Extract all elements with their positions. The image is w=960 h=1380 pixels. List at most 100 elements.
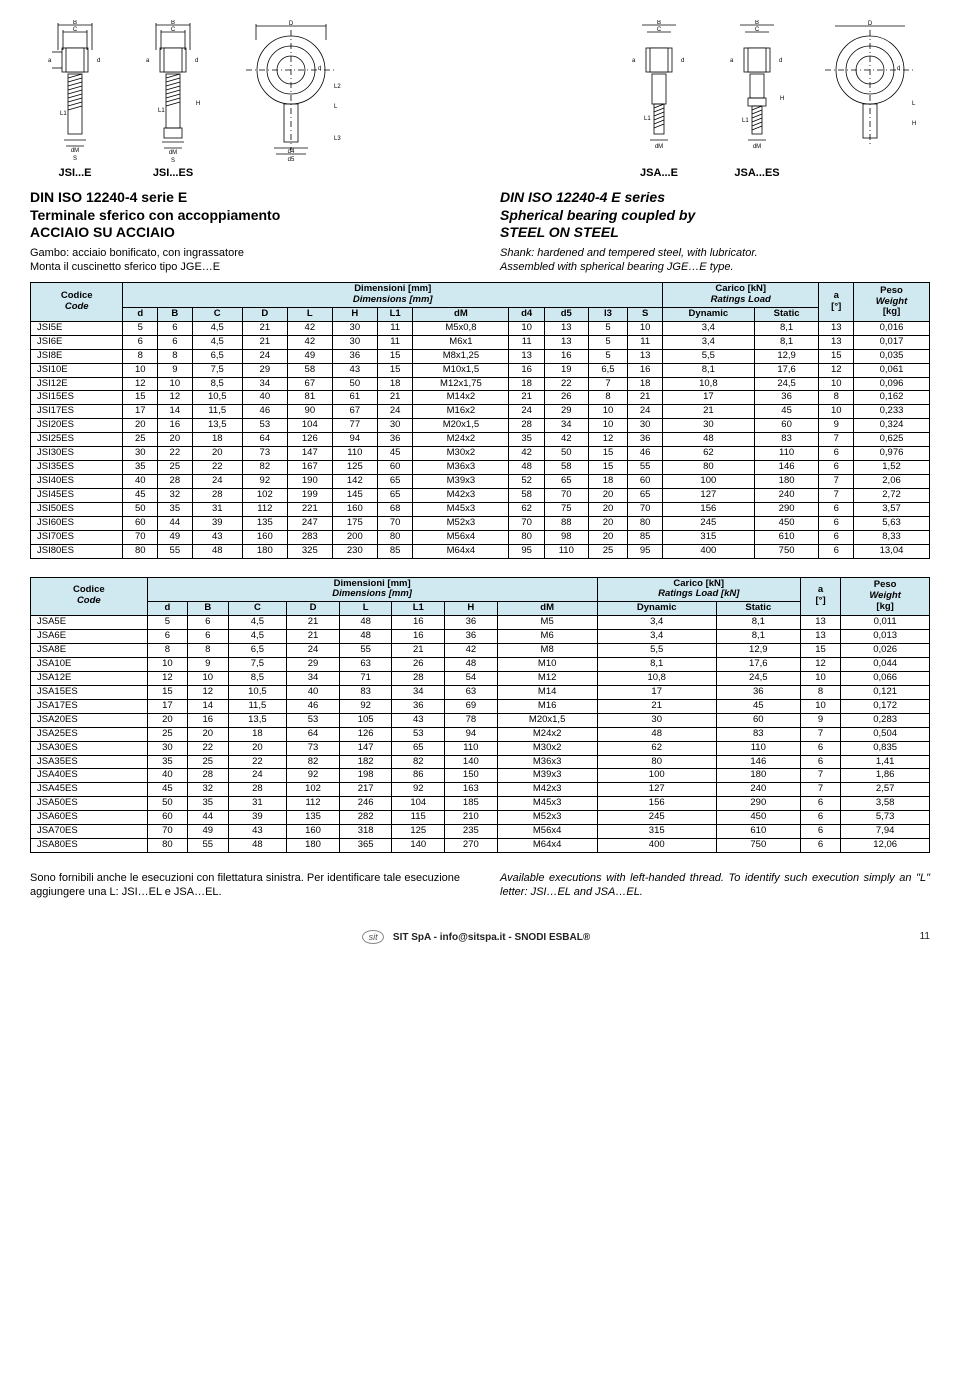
sub-en-2: Assembled with spherical bearing JGE…E t…	[500, 261, 734, 273]
th2-dim-en: Dimensions [mm]	[151, 589, 594, 600]
cell: 4,5	[192, 321, 242, 335]
cell: 110	[716, 741, 800, 755]
title-it: DIN ISO 12240-4 serie E Terminale sferic…	[30, 189, 460, 242]
cell: 42	[445, 644, 498, 658]
cell: 10	[158, 377, 193, 391]
cell: 83	[754, 433, 819, 447]
cell: 10,8	[662, 377, 754, 391]
cell: 34	[544, 419, 588, 433]
cell: 315	[597, 825, 716, 839]
cell: M36x3	[497, 755, 597, 769]
th2-static: Static	[716, 602, 800, 616]
cell: 8,1	[662, 363, 754, 377]
cell: 69	[445, 699, 498, 713]
cell: 36	[445, 616, 498, 630]
cell: JSA12E	[31, 671, 148, 685]
th2-dim-it: Dimensioni [mm]	[334, 578, 411, 589]
svg-text:D: D	[868, 21, 873, 27]
th2-c: C	[228, 602, 287, 616]
cell: 24,5	[754, 377, 819, 391]
cell: 163	[445, 783, 498, 797]
cell: 98	[544, 530, 588, 544]
cell: JSI6E	[31, 335, 123, 349]
cell: 160	[242, 530, 287, 544]
cell: 6	[188, 630, 228, 644]
svg-text:dM: dM	[71, 148, 79, 154]
cell: 82	[287, 755, 340, 769]
cell: 8	[147, 644, 187, 658]
cell: 92	[339, 699, 392, 713]
cell: 13	[819, 321, 854, 335]
cell: JSA40ES	[31, 769, 148, 783]
cell: 35	[188, 797, 228, 811]
cell: 100	[662, 475, 754, 489]
cell: M30x2	[413, 447, 509, 461]
th-a: a [°]	[819, 283, 854, 322]
cell: 0,011	[841, 616, 930, 630]
cell: 18	[509, 377, 545, 391]
cell: JSI25ES	[31, 433, 123, 447]
cell: 15	[800, 644, 840, 658]
cell: 21	[628, 391, 663, 405]
cell: 48	[339, 630, 392, 644]
cell: 30	[377, 419, 413, 433]
th-a-unit: [°]	[831, 301, 841, 312]
cell: JSI80ES	[31, 544, 123, 558]
cell: 750	[716, 839, 800, 853]
cell: 0,026	[841, 644, 930, 658]
cell: 21	[287, 630, 340, 644]
svg-jsa-e: B C a d L1 dM	[614, 20, 704, 165]
cell: 127	[662, 488, 754, 502]
th2-peso: Peso Weight [kg]	[841, 577, 930, 616]
cell: 6	[123, 335, 158, 349]
cell: JSI5E	[31, 321, 123, 335]
cell: 18	[377, 377, 413, 391]
svg-text:d: d	[97, 58, 100, 64]
svg-text:dM: dM	[169, 150, 177, 156]
cell: 25	[158, 461, 193, 475]
cell: JSA25ES	[31, 727, 148, 741]
cell: 62	[509, 502, 545, 516]
cell: 21	[377, 391, 413, 405]
cell: 80	[662, 461, 754, 475]
th-peso-unit: [kg]	[883, 306, 900, 317]
th-dim-it: Dimensioni [mm]	[354, 283, 431, 294]
svg-text:B: B	[73, 20, 77, 26]
cell: 10	[147, 658, 187, 672]
cell: 318	[339, 825, 392, 839]
cell: 283	[287, 530, 332, 544]
table-row: JSA8E886,524552142M85,512,9150,026	[31, 644, 930, 658]
cell: 63	[445, 685, 498, 699]
cell: 0,044	[841, 658, 930, 672]
th-l1: L1	[377, 307, 413, 321]
cell: 180	[716, 769, 800, 783]
cell: 450	[716, 811, 800, 825]
cell: 64	[287, 727, 340, 741]
sub-en: Shank: hardened and tempered steel, with…	[500, 246, 930, 275]
cell: M5x0,8	[413, 321, 509, 335]
cell: 6,5	[588, 363, 628, 377]
cell: 110	[332, 447, 377, 461]
cell: 81	[287, 391, 332, 405]
cell: 34	[287, 671, 340, 685]
th-code: Codice Code	[31, 283, 123, 322]
th-d5: d5	[544, 307, 588, 321]
th-code-it: Codice	[61, 290, 93, 301]
cell: 21	[662, 405, 754, 419]
cell: 235	[445, 825, 498, 839]
cell: JSA20ES	[31, 713, 148, 727]
page-foot-center: sit SIT SpA - info@sitspa.it - SNODI ESB…	[362, 930, 590, 944]
cell: 70	[147, 825, 187, 839]
cell: 65	[377, 475, 413, 489]
cell: 146	[754, 461, 819, 475]
cell: 6	[158, 335, 193, 349]
cell: 48	[662, 433, 754, 447]
cell: JSA10E	[31, 658, 148, 672]
th2-dm: dM	[497, 602, 597, 616]
cell: 58	[509, 488, 545, 502]
cell: 198	[339, 769, 392, 783]
cell: 65	[628, 488, 663, 502]
table-row: JSI50ES50353111222116068M45x362752070156…	[31, 502, 930, 516]
cell: 67	[332, 405, 377, 419]
cell: 160	[332, 502, 377, 516]
